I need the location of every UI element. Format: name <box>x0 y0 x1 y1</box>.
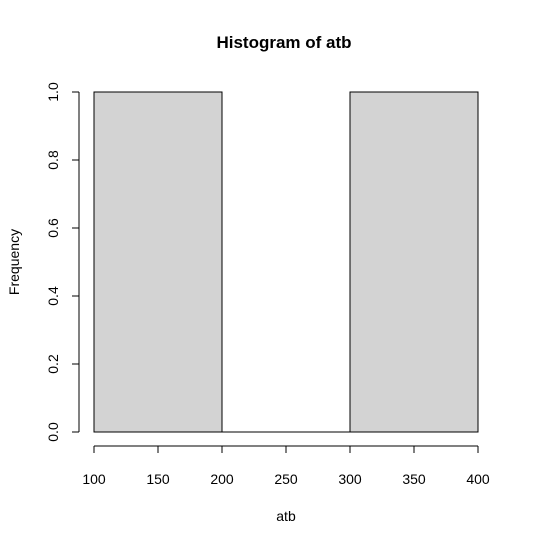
x-tick-label: 400 <box>466 471 490 487</box>
y-axis-label: Frequency <box>6 229 22 295</box>
x-tick-label: 250 <box>274 471 298 487</box>
x-tick-label: 200 <box>210 471 234 487</box>
y-tick-label: 0.6 <box>45 218 61 238</box>
x-tick-label: 300 <box>338 471 362 487</box>
bars-layer <box>93 91 479 433</box>
x-axis: 100 150 200 250 300 350 400 <box>82 445 490 487</box>
x-axis-label: atb <box>276 508 296 524</box>
y-axis: 0.0 0.2 0.4 0.6 0.8 1.0 <box>45 82 80 442</box>
y-tick-label: 0.2 <box>45 354 61 374</box>
y-tick-label: 0.8 <box>45 150 61 170</box>
x-tick-label: 350 <box>402 471 426 487</box>
y-tick-label: 0.4 <box>45 286 61 306</box>
chart-title: Histogram of atb <box>216 33 351 52</box>
histogram-bar-1 <box>93 91 223 433</box>
x-tick-label: 100 <box>82 471 106 487</box>
y-tick-label: 1.0 <box>45 82 61 102</box>
y-tick-label: 0.0 <box>45 422 61 442</box>
histogram-bar-3 <box>349 91 479 433</box>
x-tick-label: 150 <box>146 471 170 487</box>
